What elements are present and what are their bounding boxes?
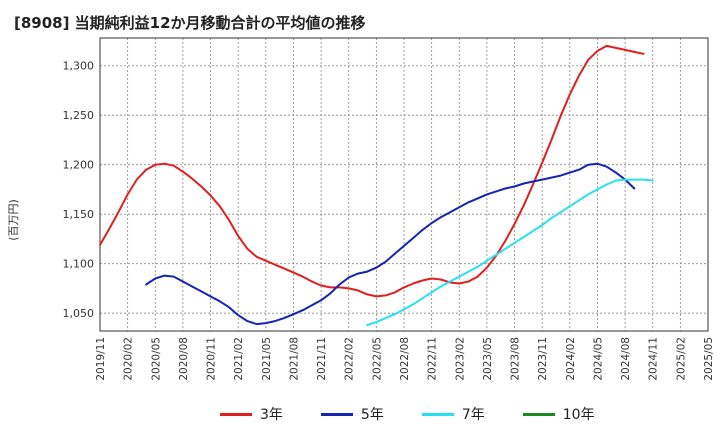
x-tick-label: 2022/02	[344, 337, 356, 381]
legend-label-3y: 3年	[260, 407, 283, 423]
x-tick-label: 2021/11	[316, 337, 328, 381]
legend-item-7y: 7年	[421, 404, 485, 424]
legend-label-7y: 7年	[461, 407, 485, 423]
legend-label-10y: 10年	[562, 407, 595, 423]
x-tick-label: 2023/11	[537, 337, 549, 381]
x-tick-label: 2023/08	[510, 337, 522, 381]
x-tick-label: 2020/08	[178, 337, 190, 381]
x-tick-label: 2022/08	[399, 337, 411, 381]
x-tick-label: 2024/08	[620, 337, 632, 381]
legend-swatch-5y	[320, 412, 353, 416]
x-tick-label: 2025/05	[703, 337, 715, 381]
legend-swatch-7y	[421, 412, 454, 416]
legend-label-5y: 5年	[360, 407, 384, 423]
x-tick-label: 2024/05	[592, 337, 604, 381]
chart-title: [8908] 当期純利益12か月移動合計の平均値の推移	[14, 14, 366, 32]
legend-item-5y: 5年	[320, 404, 384, 424]
x-tick-label: 2021/08	[288, 337, 300, 381]
x-tick-label: 2023/02	[454, 337, 466, 381]
legend-item-3y: 3年	[220, 404, 283, 424]
x-tick-label: 2020/11	[206, 337, 218, 381]
legend-swatch-10y	[522, 412, 555, 416]
x-tick-label: 2024/02	[565, 337, 577, 381]
x-tick-label: 2025/02	[675, 337, 687, 381]
x-tick-label: 2022/05	[371, 337, 383, 381]
series-line-2	[145, 162, 636, 326]
x-tick-label: 2021/02	[233, 337, 245, 381]
series-line-3	[366, 178, 654, 327]
y-tick-label: 1,250	[63, 109, 95, 122]
y-tick-label: 1,200	[63, 159, 95, 172]
x-tick-label: 2019/11	[95, 337, 107, 381]
x-tick-label: 2020/05	[150, 337, 162, 381]
y-tick-label: 1,050	[63, 307, 95, 320]
x-tick-label: 2024/11	[648, 337, 660, 381]
series-line-1	[99, 44, 645, 298]
x-tick-label: 2023/05	[482, 337, 494, 381]
x-tick-label: 2021/05	[261, 337, 273, 381]
y-tick-label: 1,100	[63, 258, 95, 271]
y-tick-label: 1,300	[63, 60, 95, 73]
legend: 3年 5年 7年 10年	[220, 404, 595, 424]
x-tick-label: 2022/11	[427, 337, 439, 381]
x-tick-label: 2020/02	[123, 337, 135, 381]
legend-item-10y: 10年	[522, 404, 595, 424]
y-tick-label: 1,150	[63, 208, 95, 221]
plot-frame	[99, 37, 709, 332]
legend-swatch-3y	[220, 412, 252, 416]
